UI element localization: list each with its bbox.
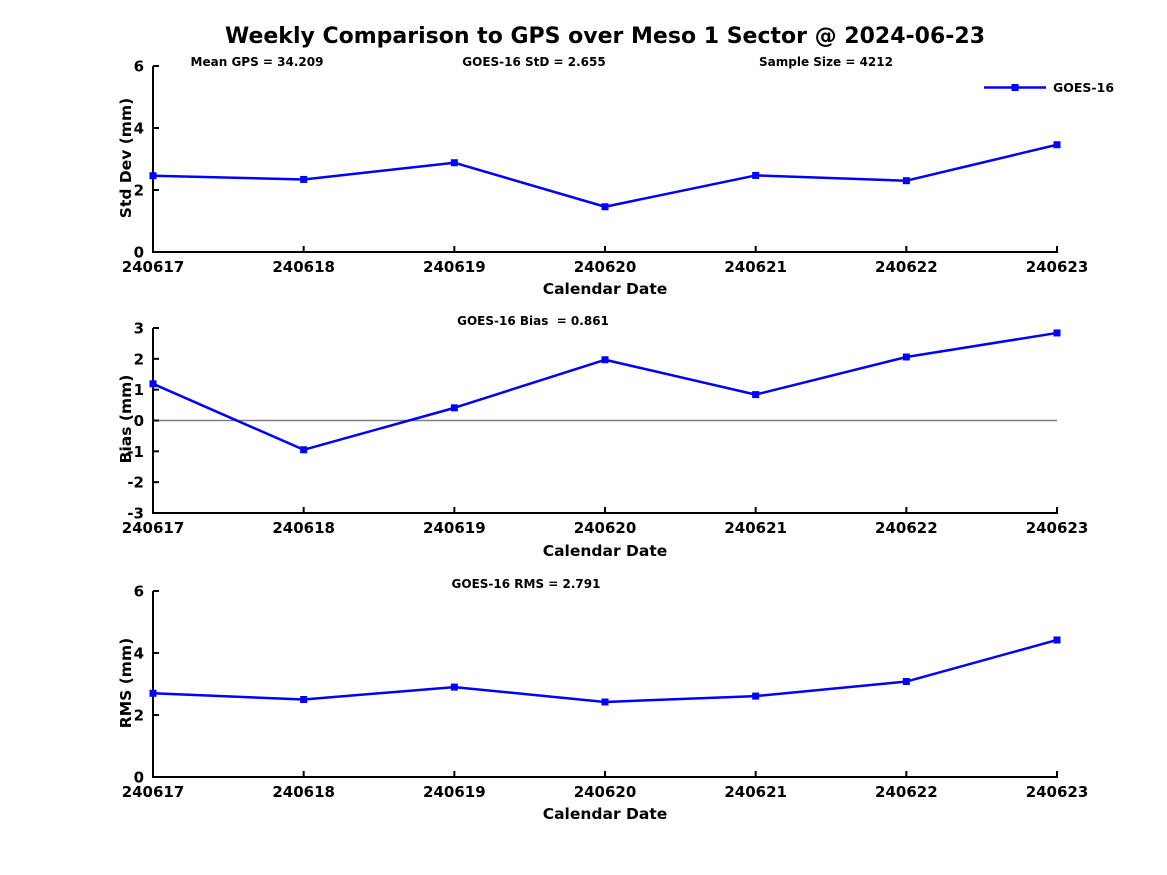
data-point-marker (149, 172, 157, 180)
y-tick-label: -1 (127, 443, 144, 461)
data-point-marker (300, 696, 308, 703)
x-tick-label: 240622 (875, 783, 938, 801)
y-tick-label: 2 (134, 182, 144, 200)
data-point-marker (149, 689, 157, 697)
x-tick-label: 240623 (1026, 258, 1089, 276)
data-point-marker (601, 698, 609, 706)
x-tick-label: 240623 (1026, 519, 1089, 537)
data-point-marker (1053, 141, 1061, 149)
rms-ylabel: RMS (mm) (117, 637, 135, 729)
y-tick-label: 1 (134, 381, 144, 399)
y-tick-label: -2 (127, 474, 144, 492)
y-tick-label: -3 (127, 505, 144, 523)
bias-ylabel: Bias (mm) (117, 374, 135, 464)
y-tick-label: 0 (134, 244, 144, 262)
data-point-marker (902, 353, 910, 361)
data-line (152, 331, 1058, 452)
data-line (152, 143, 1058, 208)
bias-annotation: GOES-16 Bias = 0.861 (457, 314, 609, 328)
legend: GOES-16 (983, 80, 1114, 95)
annotation-goes-std: GOES-16 StD = 2.655 (462, 55, 606, 69)
y-tick-label: 2 (134, 707, 144, 725)
data-point-marker (601, 203, 609, 211)
y-tick-label: 2 (134, 350, 144, 368)
data-point-marker (902, 177, 910, 185)
x-tick-label: 240621 (724, 258, 787, 276)
x-tick-label: 240622 (875, 258, 938, 276)
x-tick-label: 240620 (574, 783, 637, 801)
x-tick-label: 240619 (423, 519, 486, 537)
data-point-marker (1053, 636, 1061, 644)
data-point-marker (149, 380, 157, 388)
stddev-ylabel: Std Dev (mm) (117, 97, 135, 219)
x-tick-label: 240620 (574, 258, 637, 276)
stddev-xlabel: Calendar Date (542, 280, 668, 298)
x-tick-label: 240622 (875, 519, 938, 537)
data-line (152, 638, 1058, 704)
legend-label: GOES-16 (1053, 80, 1115, 95)
y-tick-label: 4 (134, 645, 144, 663)
chart-title: Weekly Comparison to GPS over Meso 1 Sec… (224, 24, 986, 49)
data-point-marker (1053, 329, 1061, 337)
data-point-marker (450, 683, 458, 691)
x-tick-label: 240623 (1026, 783, 1089, 801)
annotation-mean-gps: Mean GPS = 34.209 (190, 55, 324, 69)
rms-xlabel: Calendar Date (542, 805, 668, 823)
x-tick-label: 240619 (423, 783, 486, 801)
data-point-marker (902, 678, 910, 686)
legend-line-icon (984, 84, 1046, 91)
data-point-marker (601, 356, 609, 364)
x-tick-label: 240619 (423, 258, 486, 276)
x-tick-label: 240617 (122, 783, 185, 801)
y-tick-label: 0 (134, 769, 144, 787)
data-point-marker (300, 446, 308, 454)
y-tick-label: 0 (134, 412, 144, 430)
data-point-marker (450, 159, 458, 167)
x-tick-label: 240617 (122, 519, 185, 537)
data-point-marker (752, 692, 760, 700)
y-tick-label: 3 (134, 320, 144, 338)
y-tick-label: 6 (134, 583, 144, 601)
annotation-sample-size: Sample Size = 4212 (759, 55, 893, 69)
x-tick-label: 240621 (724, 783, 787, 801)
y-tick-label: 6 (134, 58, 144, 76)
bias-xlabel: Calendar Date (542, 542, 668, 560)
data-point-marker (300, 175, 308, 183)
x-tick-label: 240618 (272, 519, 335, 537)
x-tick-label: 240621 (724, 519, 787, 537)
data-point-marker (752, 391, 760, 399)
data-point-marker (450, 404, 458, 412)
x-tick-label: 240620 (574, 519, 637, 537)
x-tick-label: 240617 (122, 258, 185, 276)
data-point-marker (752, 171, 760, 179)
x-tick-label: 240618 (272, 783, 335, 801)
rms-annotation: GOES-16 RMS = 2.791 (451, 577, 601, 591)
x-tick-label: 240618 (272, 258, 335, 276)
y-tick-label: 4 (134, 120, 144, 138)
